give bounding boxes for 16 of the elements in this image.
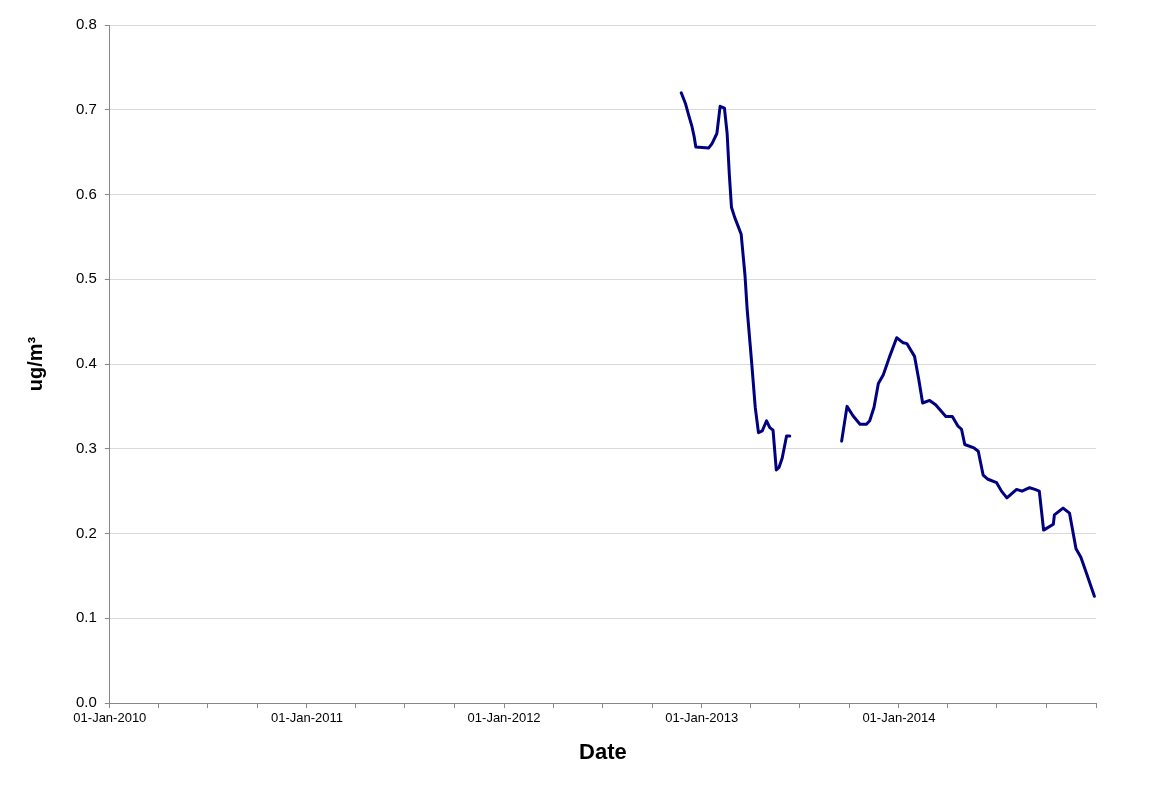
y-tick-label: 0.6 [75, 184, 97, 202]
x-tick-label: 01-Jan-2011 [270, 710, 343, 726]
y-tick-label: 0.1 [75, 608, 97, 626]
y-axis-title: ug/m³ [23, 336, 46, 392]
y-tick-label: 0.2 [75, 523, 97, 541]
x-tick-label: 01-Jan-2012 [467, 710, 541, 726]
y-tick-label: 0.3 [75, 438, 97, 456]
y-tick-label: 0.0 [75, 693, 97, 711]
x-tick-label: 01-Jan-2010 [73, 710, 147, 726]
y-tick-label: 0.5 [75, 269, 97, 287]
y-tick-label: 0.8 [75, 15, 97, 33]
x-tick-label: 01-Jan-2014 [862, 710, 936, 726]
x-axis-title: Date [579, 738, 627, 764]
x-tick-label: 01-Jan-2013 [665, 710, 739, 726]
y-tick-label: 0.4 [75, 354, 97, 372]
y-tick-label: 0.7 [75, 99, 97, 117]
